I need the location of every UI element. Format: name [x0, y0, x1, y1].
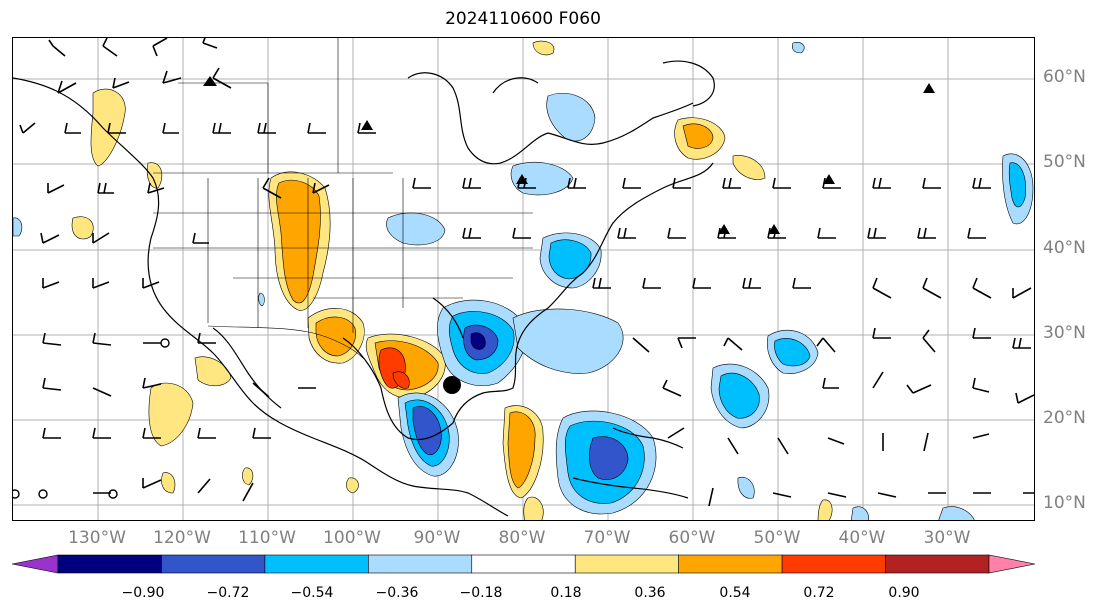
colorbar-cell: [781, 554, 886, 574]
lon-label-90w: 90°W: [413, 528, 461, 548]
lon-label-60w: 60°W: [668, 528, 716, 548]
lon-label-50w: 50°W: [753, 528, 801, 548]
colorbar-cell: [678, 554, 783, 574]
lon-label-70w: 70°W: [583, 528, 631, 548]
lat-label-20n: 20°N: [1043, 408, 1086, 428]
colorbar-tick-label: 0.18: [550, 585, 582, 601]
colorbar-cell: [57, 554, 162, 574]
lat-label-60n: 60°N: [1043, 67, 1086, 87]
colorbar-cell: [471, 554, 576, 574]
lat-label-40n: 40°N: [1043, 238, 1086, 258]
colorbar-cell: [264, 554, 369, 574]
lon-label-120w: 120°W: [153, 528, 211, 548]
colorbar-tick-label: −0.90: [121, 585, 165, 601]
colorbar-tick-label: 0.36: [634, 585, 666, 601]
coastlines: [13, 60, 715, 517]
calm-wind-circles: [13, 338, 170, 499]
colorbar-tick-label: −0.36: [375, 585, 419, 601]
colorbar-extend-min: [11, 554, 59, 574]
colorbar-cell: [368, 554, 473, 574]
colorbar-cell: [161, 554, 266, 574]
lat-label-30n: 30°N: [1043, 323, 1086, 343]
colorbar-tick-label: −0.72: [206, 585, 250, 601]
colorbar-tick-label: 0.90: [888, 585, 920, 601]
positive-anomaly-fields: [71, 40, 833, 520]
lat-label-50n: 50°N: [1043, 152, 1086, 172]
wind-barbs: [19, 38, 1034, 507]
map-title: 2024110600 F060: [445, 9, 601, 29]
map-canvas: [13, 38, 1034, 520]
lon-label-30w: 30°W: [923, 528, 971, 548]
storm-center-marker: [443, 376, 461, 394]
map-panel[interactable]: [12, 37, 1035, 521]
colorbar: [11, 554, 1036, 574]
colorbar-tick-label: 0.54: [719, 585, 751, 601]
wind-barb-flags: [203, 76, 935, 234]
colorbar-extend-max: [988, 554, 1036, 574]
lon-label-130w: 130°W: [68, 528, 126, 548]
lon-label-80w: 80°W: [498, 528, 546, 548]
lon-label-40w: 40°W: [838, 528, 886, 548]
colorbar-cell: [574, 554, 679, 574]
colorbar-tick-label: −0.18: [459, 585, 503, 601]
colorbar-tick-label: 0.72: [803, 585, 835, 601]
colorbar-cell: [885, 554, 990, 574]
lat-label-10n: 10°N: [1043, 493, 1086, 513]
lon-label-100w: 100°W: [323, 528, 381, 548]
negative-anomaly-fields: [13, 42, 1034, 520]
colorbar-tick-label: −0.54: [290, 585, 334, 601]
lon-label-110w: 110°W: [238, 528, 296, 548]
political-borders: [153, 38, 533, 359]
